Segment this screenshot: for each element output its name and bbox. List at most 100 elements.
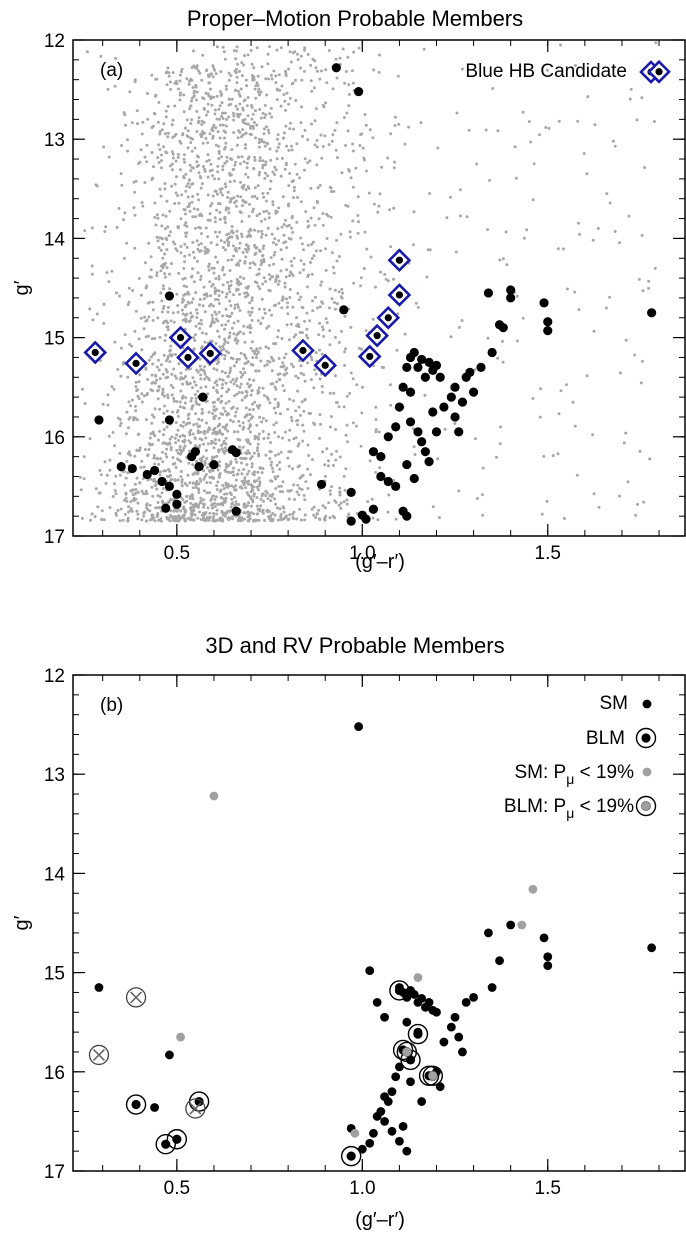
- field-star: [243, 143, 247, 147]
- field-star: [309, 63, 313, 67]
- field-star: [201, 502, 205, 506]
- field-star: [337, 290, 341, 294]
- field-star: [135, 476, 139, 480]
- field-star: [310, 507, 314, 511]
- field-star: [314, 351, 318, 355]
- sm-point: [417, 1097, 427, 1106]
- field-star: [254, 109, 257, 113]
- field-star: [351, 142, 355, 146]
- field-star: [102, 518, 106, 522]
- field-star: [648, 457, 652, 461]
- field-star: [147, 334, 150, 338]
- field-star: [217, 202, 220, 206]
- field-star: [253, 155, 257, 159]
- member-point: [450, 382, 460, 392]
- field-star: [200, 119, 204, 123]
- field-star: [222, 50, 226, 54]
- field-star: [223, 147, 226, 151]
- field-star: [270, 275, 274, 279]
- field-star: [243, 502, 247, 506]
- field-star: [349, 325, 353, 329]
- field-star: [253, 400, 257, 404]
- field-star: [214, 277, 218, 280]
- field-star: [288, 338, 291, 342]
- field-star: [257, 272, 261, 276]
- field-star: [195, 316, 199, 319]
- field-star: [297, 405, 301, 409]
- field-star: [154, 223, 158, 227]
- field-star: [232, 49, 236, 53]
- field-star: [178, 435, 182, 438]
- field-star: [244, 122, 248, 126]
- field-star: [203, 365, 207, 369]
- field-star: [180, 308, 184, 312]
- field-star: [94, 487, 98, 491]
- field-star: [181, 132, 185, 136]
- field-star: [308, 319, 312, 323]
- field-star: [235, 45, 239, 49]
- crossed-point-ring: [125, 987, 147, 1008]
- field-star: [224, 185, 228, 189]
- field-star: [292, 335, 296, 339]
- field-star: [327, 306, 331, 310]
- field-star: [303, 513, 307, 517]
- field-star: [245, 250, 249, 254]
- field-star: [211, 174, 215, 178]
- field-star: [186, 135, 190, 139]
- field-star: [343, 488, 347, 492]
- field-star: [267, 432, 271, 436]
- field-star: [246, 293, 250, 297]
- field-star: [335, 259, 339, 263]
- field-star: [305, 327, 309, 331]
- field-star: [290, 264, 294, 268]
- field-star: [241, 427, 245, 431]
- field-star: [250, 62, 254, 66]
- field-star: [251, 402, 254, 406]
- field-star: [221, 483, 225, 487]
- field-star: [457, 325, 461, 329]
- field-star: [147, 241, 151, 245]
- field-star: [203, 251, 207, 255]
- field-star: [211, 125, 215, 129]
- field-star: [185, 312, 189, 316]
- field-star: [229, 279, 233, 283]
- field-star: [312, 206, 316, 210]
- field-star: [366, 500, 370, 504]
- field-star: [216, 468, 220, 472]
- field-star: [622, 441, 626, 445]
- field-star: [403, 142, 407, 146]
- field-star: [190, 200, 194, 204]
- field-star: [282, 510, 286, 514]
- field-star: [221, 123, 225, 127]
- field-star: [207, 75, 211, 79]
- field-star: [259, 140, 263, 144]
- field-star: [340, 287, 344, 291]
- field-star: [90, 272, 94, 276]
- field-star: [388, 208, 392, 212]
- field-star: [187, 202, 191, 206]
- field-star: [286, 301, 290, 305]
- field-star: [354, 166, 358, 170]
- field-star: [333, 374, 337, 378]
- field-star: [94, 183, 98, 187]
- field-star: [155, 456, 159, 460]
- field-star: [151, 318, 155, 322]
- field-star: [208, 491, 212, 495]
- field-star: [166, 225, 170, 229]
- field-star: [295, 419, 299, 423]
- field-star: [654, 41, 658, 45]
- sm-point: [402, 1146, 412, 1156]
- field-star: [438, 516, 441, 520]
- field-star: [310, 242, 314, 246]
- field-star: [151, 362, 155, 366]
- field-star: [279, 248, 283, 252]
- field-star: [137, 397, 141, 401]
- field-star: [207, 518, 211, 522]
- field-star: [239, 461, 243, 465]
- field-star: [129, 507, 133, 511]
- field-star: [193, 513, 197, 517]
- field-star: [285, 144, 289, 148]
- field-star: [208, 515, 212, 519]
- field-star: [221, 432, 225, 436]
- field-star: [245, 491, 249, 495]
